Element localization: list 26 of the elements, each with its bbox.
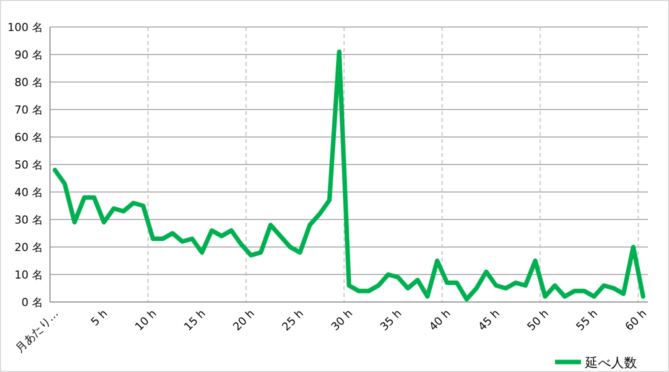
legend-label: 延べ人数 [584, 356, 637, 371]
y-tick-label: 30 名 [14, 214, 43, 226]
x-tick-label: 40 h [426, 306, 454, 334]
y-tick-label: 20 名 [14, 241, 43, 254]
line-series [52, 50, 646, 302]
x-tick-label: 10 h [132, 306, 160, 334]
x-tick-label: 50 h [524, 306, 552, 334]
y-tick-label: 80 名 [14, 76, 43, 89]
y-tick-label: 40 名 [14, 186, 43, 199]
x-tick-label: 25 h [280, 306, 306, 334]
x-tick-label: 5 h [88, 306, 110, 328]
x-tick-label: 35 h [378, 306, 404, 334]
x-tick-label: 55 h [574, 306, 600, 334]
y-tick-label: 100 名 [8, 21, 43, 34]
y-tick-label: 50 名 [14, 158, 43, 172]
y-tick-label: 70 名 [14, 104, 43, 116]
y-tick-label: 0 名 [22, 296, 43, 309]
y-tick-label: 10 名 [14, 268, 43, 282]
x-tick-label: 45 h [476, 306, 502, 334]
x-tick-label: 月あたり… [12, 306, 62, 356]
x-tick-label: 20 h [230, 306, 258, 334]
x-tick-label: 60 h [622, 306, 650, 334]
y-tick-label: 60 名 [14, 131, 43, 144]
x-tick-label: 30 h [328, 306, 356, 334]
x-tick-label: 15 h [182, 306, 208, 334]
y-tick-label: 90 名 [14, 48, 43, 62]
